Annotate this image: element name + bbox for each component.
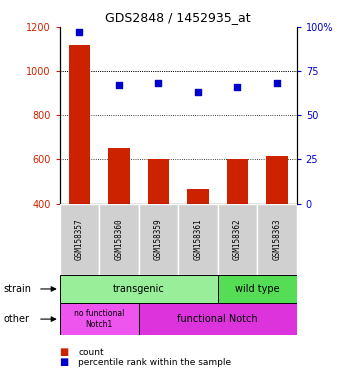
Bar	[69, 45, 90, 204]
Bar	[257, 204, 297, 275]
Bar	[178, 204, 218, 275]
Point	[274, 80, 280, 86]
Point	[77, 29, 82, 35]
Text: wild type: wild type	[235, 284, 280, 294]
Point	[116, 82, 122, 88]
Bar	[218, 204, 257, 275]
Point	[235, 84, 240, 90]
Text: GSM158361: GSM158361	[193, 218, 203, 260]
Text: GSM158360: GSM158360	[115, 218, 123, 260]
Text: no functional
Notch1: no functional Notch1	[74, 310, 124, 329]
Title: GDS2848 / 1452935_at: GDS2848 / 1452935_at	[105, 11, 251, 24]
Text: GSM158362: GSM158362	[233, 218, 242, 260]
Text: other: other	[3, 314, 29, 324]
Text: GSM158359: GSM158359	[154, 218, 163, 260]
Text: GSM158357: GSM158357	[75, 218, 84, 260]
Bar	[60, 204, 99, 275]
Text: strain: strain	[3, 284, 31, 294]
Text: ■: ■	[60, 358, 72, 367]
Bar	[60, 275, 218, 303]
Text: percentile rank within the sample: percentile rank within the sample	[78, 358, 232, 367]
Bar	[266, 156, 288, 204]
Bar	[60, 303, 139, 335]
Point	[156, 80, 161, 86]
Text: count: count	[78, 348, 104, 357]
Text: ■: ■	[60, 347, 72, 357]
Bar	[187, 189, 209, 204]
Point	[195, 89, 201, 95]
Text: functional Notch: functional Notch	[177, 314, 258, 324]
Bar	[108, 148, 130, 204]
Bar	[139, 303, 297, 335]
Bar	[226, 159, 248, 204]
Bar	[148, 159, 169, 204]
Bar	[218, 275, 297, 303]
Bar	[99, 204, 139, 275]
Bar	[139, 204, 178, 275]
Text: GSM158363: GSM158363	[272, 218, 281, 260]
Text: transgenic: transgenic	[113, 284, 165, 294]
